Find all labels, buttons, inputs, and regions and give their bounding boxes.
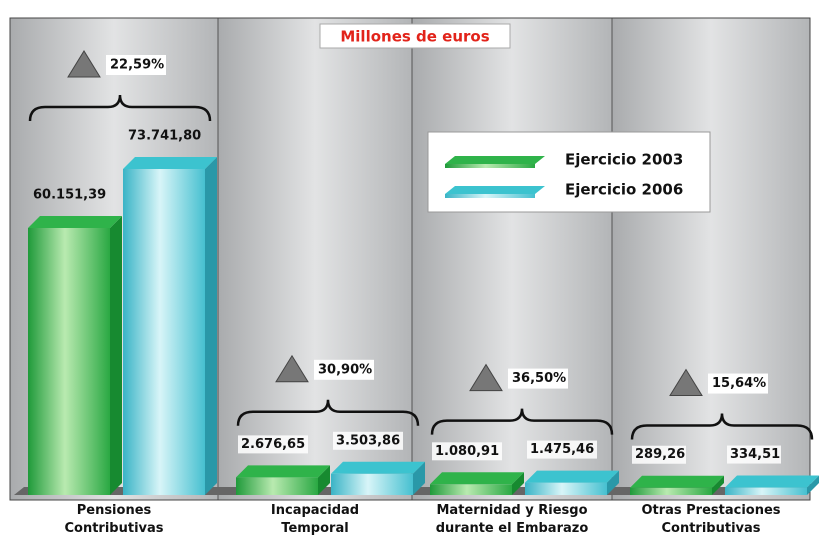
triangle	[67, 50, 101, 78]
bar-top	[331, 461, 425, 474]
value-label-bg	[527, 440, 597, 459]
x-tick-label: Incapacidad Temporal	[270, 503, 360, 536]
legend-swatch-front	[445, 194, 535, 198]
bar-top	[236, 465, 330, 478]
bar-top	[430, 472, 524, 485]
value-label-bg	[238, 435, 308, 454]
legend-label: Ejercicio 2006	[565, 181, 683, 199]
x-tick-label: Pensiones Contributivas	[64, 503, 164, 536]
bar	[236, 477, 318, 495]
legend-box	[427, 131, 711, 213]
legend-swatch	[445, 156, 545, 164]
value-label-bg	[432, 442, 502, 461]
triangle	[669, 368, 703, 397]
panel	[611, 17, 811, 501]
annotation-bg	[314, 359, 374, 380]
value-label: 334,51	[730, 447, 780, 462]
annotation: 22,59%	[110, 58, 164, 73]
bar-top	[28, 215, 122, 228]
bar	[28, 227, 110, 496]
value-label: 289,26	[635, 447, 685, 462]
bar-top	[630, 475, 724, 488]
bar	[725, 487, 807, 495]
bar	[525, 482, 607, 495]
annotation: 30,90%	[318, 362, 372, 377]
value-label-bg	[632, 445, 686, 464]
bar-side	[512, 472, 524, 495]
annotation-bg	[508, 368, 568, 389]
x-tick-label: Maternidad y Riesgo durante el Embarazo	[435, 503, 589, 536]
bar-side	[318, 465, 330, 495]
annotation-bg	[708, 373, 768, 394]
bar	[430, 484, 512, 495]
legend-label: Ejercicio 2003	[565, 151, 683, 169]
bar-side	[712, 475, 724, 495]
value-label: 1.080,91	[435, 444, 499, 459]
legend-swatch	[445, 186, 545, 194]
bar-side	[205, 157, 217, 495]
value-label: 73.741,80	[128, 129, 201, 144]
brace	[28, 94, 212, 122]
legend-swatch-front	[445, 164, 535, 168]
bar	[123, 169, 205, 495]
value-label-bg	[333, 431, 403, 450]
panels	[9, 17, 811, 501]
bar-side	[110, 215, 122, 496]
bar-side	[807, 475, 819, 495]
x-tick-label: Otras Prestaciones Contributivas	[641, 503, 781, 536]
annotation: 36,50%	[512, 371, 566, 386]
triangle	[469, 363, 503, 392]
panel	[217, 17, 413, 501]
bar-side	[607, 470, 619, 495]
value-label: 60.151,39	[33, 187, 106, 202]
frame	[9, 17, 811, 501]
value-label: 2.676,65	[241, 437, 305, 452]
bar-side	[413, 461, 425, 495]
title-box	[319, 23, 511, 49]
bar	[630, 487, 712, 495]
annotation: 15,64%	[712, 376, 766, 391]
bar-top	[725, 475, 819, 488]
bar-top	[123, 157, 217, 169]
triangle	[275, 354, 309, 383]
bar	[331, 473, 413, 495]
value-label: 1.475,46	[530, 442, 594, 457]
bar-top	[525, 470, 619, 483]
value-label-bg	[727, 445, 781, 464]
chart-title: Millones de euros	[340, 28, 489, 46]
panel	[411, 17, 613, 501]
annotation-bg	[106, 55, 166, 75]
value-label: 3.503,86	[336, 433, 400, 448]
